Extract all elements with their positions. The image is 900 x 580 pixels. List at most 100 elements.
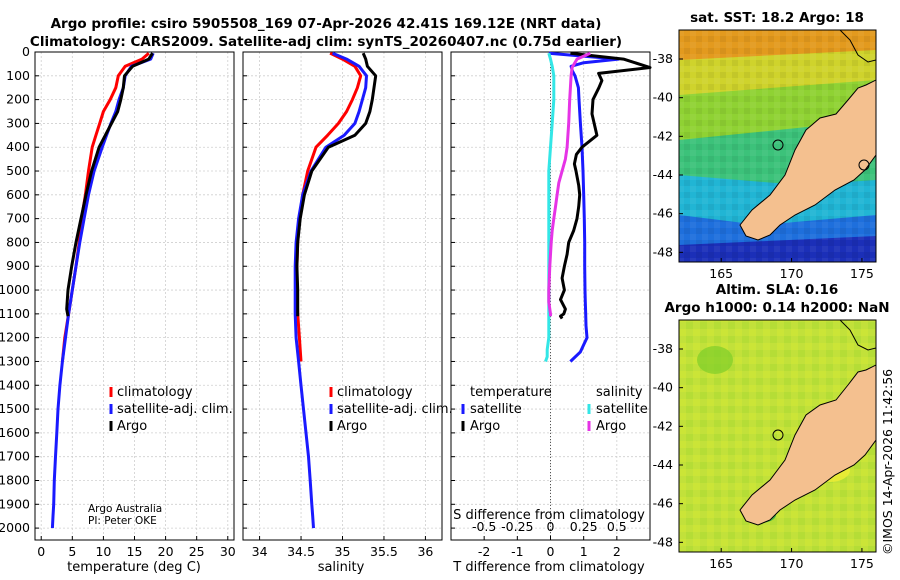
imos-timestamp: ©IMOS 14-Apr-2026 11:42:56 [880, 369, 895, 555]
x-tick-label: 1 [580, 544, 588, 559]
y-tick-label: 1800 [0, 472, 30, 487]
map-y-tick-label: -38 [653, 341, 673, 356]
figure-title-line1: Argo profile: csiro 5905508_169 07-Apr-2… [51, 16, 602, 32]
difference-profile-panel: -2 -1 0 1 2 -0.5 -0.25 0 0.25 0.5 [450, 51, 652, 559]
x-tick-label: 2 [613, 544, 621, 559]
sla-map-title-line1: Altim. SLA: 0.16 [716, 282, 838, 298]
y-tick-label: 1500 [0, 401, 30, 416]
map-y-tick-label: -48 [653, 244, 673, 259]
series-line-salinity-argo [547, 51, 591, 317]
x-tick-label: 34.5 [287, 544, 315, 559]
y-tick-label: 1000 [0, 282, 30, 297]
x-tick-label: 20 [158, 544, 174, 559]
series-line-argo [65, 52, 154, 317]
sla-argo-marker [772, 429, 784, 441]
legend-label-s-satellite: satellite [596, 402, 648, 417]
map-y-tick-label: -46 [653, 496, 673, 511]
series-line-temperature-argo [559, 51, 652, 320]
x2-tick-label: -0.5 [472, 519, 496, 534]
y-tick-label: 600 [6, 187, 30, 202]
y-tick-label: 400 [6, 139, 30, 154]
sla-map [678, 319, 877, 553]
annotation-pi: PI: Peter OKE [88, 515, 157, 527]
y-tick-label: 100 [6, 68, 30, 83]
y-tick-label: 300 [6, 115, 30, 130]
sst-map-title: sat. SST: 18.2 Argo: 18 [690, 10, 864, 26]
y-tick-label: 500 [6, 163, 30, 178]
map-y-tick-label: -44 [653, 167, 673, 182]
y-tick-label: 2000 [0, 520, 30, 535]
sla-map-title-line2: Argo h1000: 0.14 h2000: NaN [664, 300, 889, 316]
map-y-tick-label: -48 [653, 534, 673, 549]
y-tick-label: 1100 [0, 306, 30, 321]
x2-tick-label: 0.25 [570, 519, 598, 534]
map-y-tick-label: -40 [653, 380, 673, 395]
x-tick-label: 15 [127, 544, 143, 559]
annotation-argo-australia: Argo Australia [88, 503, 162, 515]
series-line-satellite-adj-clim- [293, 51, 368, 529]
map-y-tick-label: -42 [653, 418, 673, 433]
x-tick-label: 30 [220, 544, 236, 559]
y-tick-label: 1700 [0, 449, 30, 464]
temperature-legend: climatology satellite-adj. clim. Argo [109, 385, 233, 434]
map-x-tick-label: 165 [709, 266, 733, 281]
legend-label-satellite: satellite-adj. clim. [337, 402, 453, 417]
x-tick-label: 36 [417, 544, 433, 559]
map-x-tick-label: 170 [780, 266, 804, 281]
legend-label-t-argo: Argo [470, 419, 500, 434]
salinity-legend: climatology satellite-adj. clim. Argo [329, 385, 453, 434]
salinity-profile-panel: 34 34.5 35 35.5 36 [242, 51, 443, 559]
y-tick-label: 0 [22, 44, 30, 59]
sst-land-south-island [739, 79, 876, 241]
sla-map-frame [678, 319, 877, 553]
sla-blob [697, 346, 733, 374]
sla-coast-north-island [839, 320, 876, 351]
y-tick-label: 700 [6, 211, 30, 226]
map-y-tick-label: -46 [653, 206, 673, 221]
map-axes: 165 170 175 -38 -40 -42 -44 -46 -48 165 170 175 -38 -… [653, 51, 874, 571]
legend-label-argo: Argo [337, 419, 367, 434]
map-y-tick-label: -42 [653, 128, 673, 143]
legend-label-climatology: climatology [117, 385, 193, 400]
series-line-argo [295, 52, 378, 317]
x-tick-label: 0 [37, 544, 45, 559]
x2-tick-label: 0 [547, 519, 555, 534]
series-line-salinity-satellite [544, 52, 556, 363]
sst-argo-marker [772, 139, 784, 151]
map-x-tick-label: 175 [850, 556, 874, 571]
salinity-axis-label: salinity [318, 560, 365, 575]
y-tick-label: 1600 [0, 425, 30, 440]
t-difference-axis-label: T difference from climatology [452, 560, 645, 575]
legend-heading-temperature: temperature [470, 385, 552, 400]
legend-label-t-satellite: satellite [470, 402, 522, 417]
map-y-tick-label: -44 [653, 457, 673, 472]
figure-title-line2: Climatology: CARS2009. Satellite-adj cli… [30, 34, 622, 50]
x-tick-label: 0 [547, 544, 555, 559]
y-tick-label: 1300 [0, 353, 30, 368]
x-tick-label: -2 [478, 544, 490, 559]
legend-label-s-argo: Argo [596, 419, 626, 434]
x-tick-label: 5 [68, 544, 76, 559]
map-x-tick-label: 165 [709, 556, 733, 571]
x-tick-label: 10 [95, 544, 111, 559]
map-x-tick-label: 175 [850, 266, 874, 281]
y-tick-label: 200 [6, 92, 30, 107]
sst-map [678, 29, 877, 263]
x-tick-label: -1 [511, 544, 523, 559]
temperature-axis-label: temperature (deg C) [67, 560, 201, 575]
legend-heading-salinity: salinity [596, 385, 643, 400]
y-tick-label: 1200 [0, 330, 30, 345]
sst-map-frame [678, 29, 877, 263]
map-y-tick-label: -40 [653, 90, 673, 105]
y-tick-label: 900 [6, 258, 30, 273]
map-y-tick-label: -38 [653, 51, 673, 66]
s-difference-axis-label: S difference from climatology [453, 508, 645, 523]
legend-label-climatology: climatology [337, 385, 413, 400]
x-tick-label: 25 [189, 544, 205, 559]
legend-label-satellite: satellite-adj. clim. [117, 402, 233, 417]
sst-secondary-marker [858, 159, 870, 171]
map-x-tick-label: 170 [780, 556, 804, 571]
y-tick-label: 1900 [0, 496, 30, 511]
x2-tick-label: 0.5 [607, 519, 627, 534]
x-tick-label: 34 [252, 544, 268, 559]
